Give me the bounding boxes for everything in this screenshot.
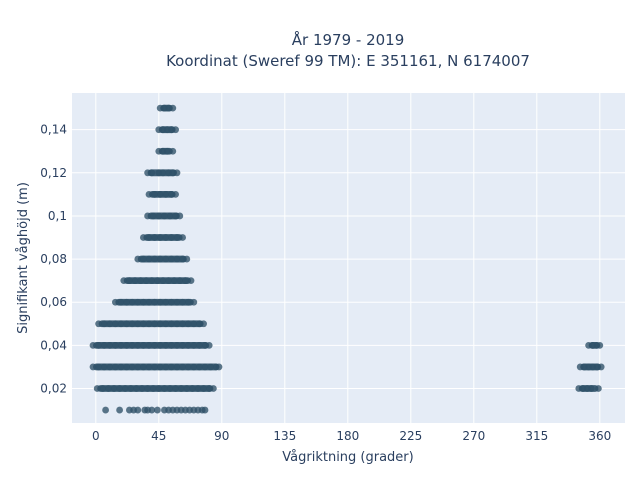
x-tick-label: 45 xyxy=(151,429,166,443)
scatter-point-band xyxy=(93,363,219,371)
scatter-point-band xyxy=(137,255,187,263)
data-points xyxy=(89,104,605,414)
x-tick-label: 0 xyxy=(92,429,100,443)
y-axis-label: Signifikant våghöjd (m) xyxy=(16,182,31,334)
x-tick-label: 315 xyxy=(525,429,548,443)
scatter-point-band xyxy=(158,147,173,155)
scatter-point xyxy=(154,406,161,414)
scatter-point-band xyxy=(578,385,599,392)
x-tick-label: 270 xyxy=(462,429,485,443)
scatter-point-band xyxy=(158,126,176,134)
scatter-point-band xyxy=(143,234,183,241)
grid-lines xyxy=(72,93,625,423)
scatter-point-band xyxy=(98,320,204,328)
x-tick-label: 135 xyxy=(273,429,296,443)
y-tick-label: 0,02 xyxy=(40,381,67,395)
scatter-point-band xyxy=(123,277,191,285)
scatter-point xyxy=(102,406,109,414)
x-tick-label: 90 xyxy=(214,429,229,443)
scatter-point-band xyxy=(149,190,176,198)
scatter-point xyxy=(148,406,156,414)
scatter-point-band xyxy=(97,385,214,392)
scatter-point-band xyxy=(580,363,602,371)
scatter-point-band xyxy=(160,104,173,112)
y-tick-labels: 0,02 0,04 0,06 0,08 0,1 0,12 0,14 xyxy=(40,123,67,396)
scatter-point xyxy=(201,406,209,414)
scatter-point-band xyxy=(93,341,210,349)
y-tick-label: 0,12 xyxy=(40,166,67,180)
chart-title-line-2: Koordinat (Sweref 99 TM): E 351161, N 61… xyxy=(166,52,530,70)
chart-title-line-1: År 1979 - 2019 xyxy=(292,30,405,49)
scatter-point-band xyxy=(115,298,194,306)
x-tick-label: 180 xyxy=(336,429,359,443)
scatter-point-band xyxy=(147,169,177,177)
scatter-point xyxy=(134,406,142,414)
x-axis-label: Vågriktning (grader) xyxy=(282,450,413,465)
scatter-point xyxy=(116,406,123,414)
y-tick-label: 0,04 xyxy=(40,338,67,352)
y-tick-label: 0,06 xyxy=(40,295,67,309)
y-tick-label: 0,14 xyxy=(40,123,67,137)
x-tick-labels: 0 45 90 135 180 225 270 315 360 xyxy=(92,429,611,443)
x-tick-label: 360 xyxy=(588,429,611,443)
scatter-point-band xyxy=(588,341,600,349)
y-tick-label: 0,1 xyxy=(48,209,67,223)
x-tick-label: 225 xyxy=(399,429,422,443)
y-tick-label: 0,08 xyxy=(40,252,67,266)
scatter-point-band xyxy=(147,212,180,220)
